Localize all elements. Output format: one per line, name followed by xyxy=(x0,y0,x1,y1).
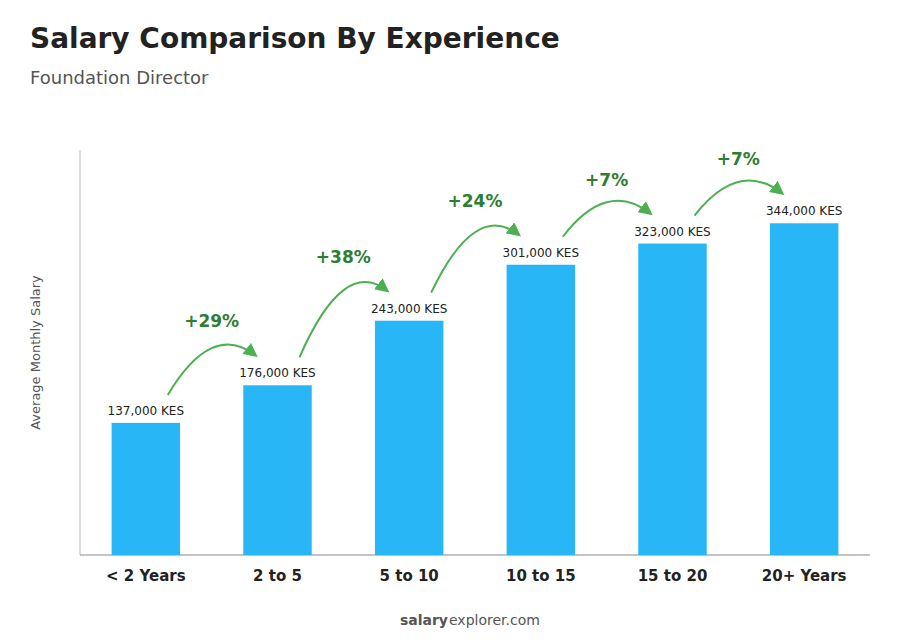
x-tick-label: 10 to 15 xyxy=(506,567,576,585)
footer: salary xyxy=(400,612,448,628)
change-arrow xyxy=(695,180,783,215)
title: Salary Comparison By Experience xyxy=(30,22,560,55)
data-label: 323,000 KES xyxy=(634,225,711,239)
x-tick-label: < 2 Years xyxy=(106,567,186,585)
change-arrow xyxy=(431,226,519,293)
pct-change-label: +29% xyxy=(184,311,239,331)
bar xyxy=(375,321,443,555)
pct-change-label: +7% xyxy=(717,149,760,169)
bar xyxy=(243,385,311,555)
change-arrow xyxy=(563,201,651,237)
data-label: 137,000 KES xyxy=(108,404,185,418)
bar xyxy=(112,423,180,555)
x-tick-label: 20+ Years xyxy=(762,567,847,585)
data-label: 243,000 KES xyxy=(371,302,448,316)
bar xyxy=(638,244,706,555)
chart: Salary Comparison By Experience Foundatio… xyxy=(0,0,900,641)
bars xyxy=(112,223,839,555)
pct-change-label: +38% xyxy=(316,247,371,267)
x-tick-label: 2 to 5 xyxy=(253,567,302,585)
y-axis-line xyxy=(80,150,81,555)
data-label: 301,000 KES xyxy=(503,246,580,260)
pct-change-label: +24% xyxy=(448,191,503,211)
data-label: 344,000 KES xyxy=(766,204,843,218)
pct-change-label: +7% xyxy=(585,170,628,190)
footer: explorer.com xyxy=(449,612,540,628)
x-tick-label: 5 to 10 xyxy=(380,567,439,585)
subtitle: Foundation Director xyxy=(30,67,209,88)
x-axis-line xyxy=(80,555,870,556)
change-arrow xyxy=(168,345,256,395)
data-label: 176,000 KES xyxy=(239,366,316,380)
y-axis-label: Average Monthly Salary xyxy=(28,275,43,430)
change-arrow xyxy=(300,282,388,357)
bar xyxy=(770,223,838,555)
bar xyxy=(507,265,575,555)
x-tick-label: 15 to 20 xyxy=(638,567,708,585)
